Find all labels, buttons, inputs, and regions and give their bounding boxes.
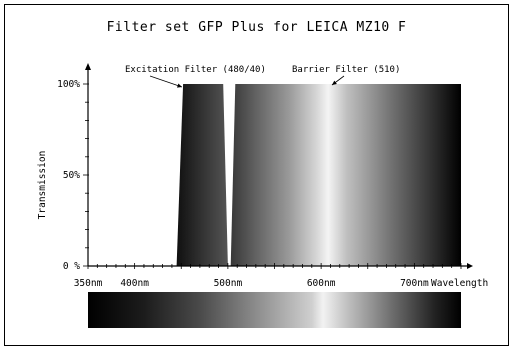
x-axis-arrow [467,263,473,269]
excitation-filter-area [176,84,228,266]
x-axis-label: Wavelength [431,278,488,289]
annotation-leader [149,75,183,88]
y-axis-label: Transmission [37,151,48,220]
spectrum-bar [88,292,461,328]
x-tick-label: 400nm [120,278,149,289]
annotation-label: Barrier Filter (510) [292,65,400,75]
annotation-arrowhead [177,83,182,88]
x-tick-label: 500nm [214,278,243,289]
y-tick-label: 100% [57,79,80,90]
x-tick-label: 700nm [400,278,429,289]
x-tick-label: 350nm [74,278,103,289]
chart-title: Filter set GFP Plus for LEICA MZ10 F [106,20,407,35]
annotation-arrowhead [332,80,337,85]
annotation-label: Excitation Filter (480/40) [125,65,266,75]
x-tick-label: 600nm [307,278,336,289]
y-tick-label: 50% [63,170,80,181]
y-tick-label: 0 % [63,261,80,272]
barrier-filter-area [230,84,461,266]
y-axis-arrow [85,63,91,70]
